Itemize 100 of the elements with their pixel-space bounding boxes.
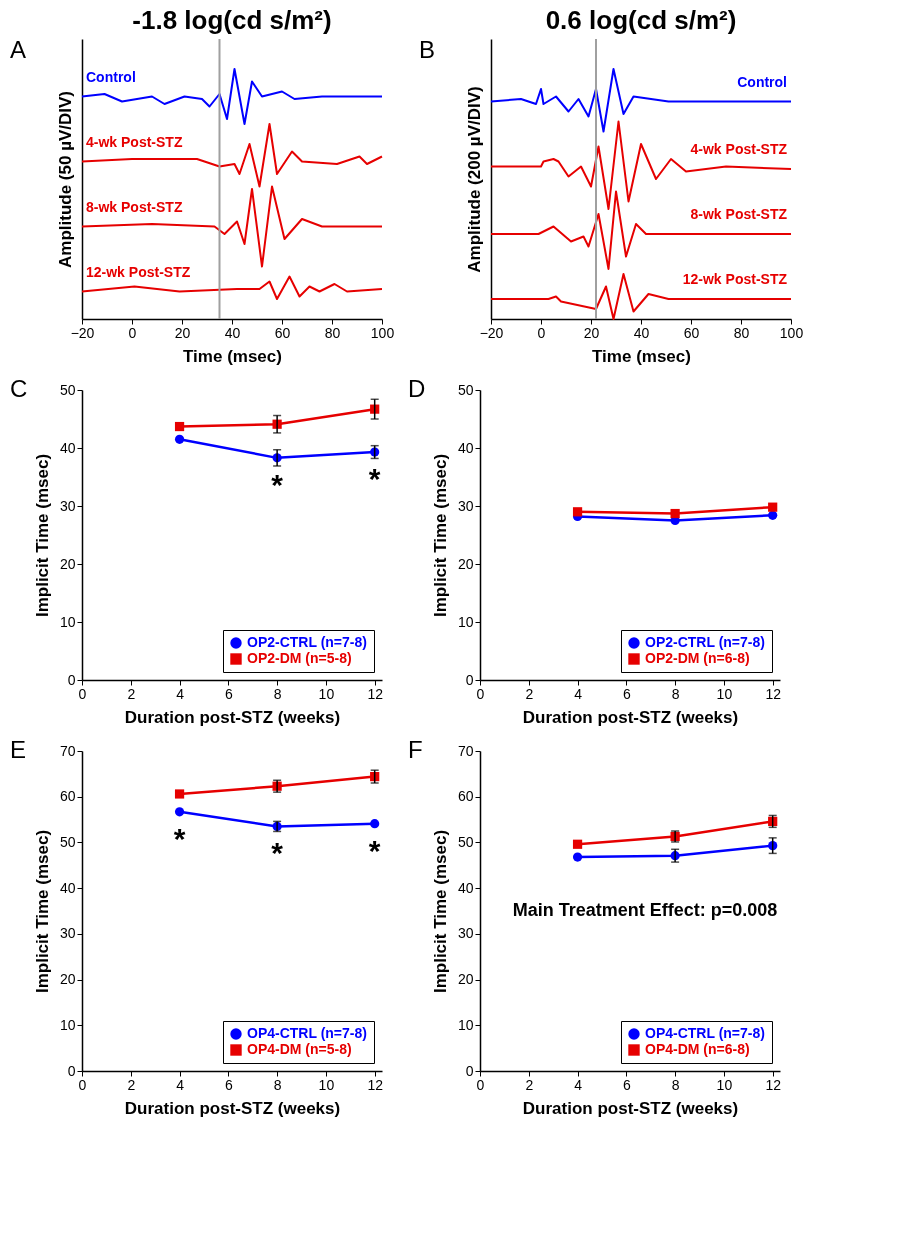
y-tick-label: 30: [457, 925, 474, 942]
x-tick-label: 10: [318, 685, 335, 702]
x-tick-label: 2: [127, 1076, 136, 1093]
y-tick-label: 40: [59, 879, 76, 896]
x-tick-label: 6: [622, 685, 631, 702]
point: [572, 852, 583, 862]
x-tick-label: 8: [273, 1076, 282, 1093]
x-tick-label: 2: [525, 1076, 534, 1093]
x-tick-label: 12: [765, 685, 782, 702]
y-tick-label: 50: [457, 833, 474, 850]
text: A: [10, 36, 27, 63]
x-tick-label: 2: [127, 685, 136, 702]
x-tick-label: 4: [176, 685, 185, 702]
y-axis-title: Implicit Time (msec): [32, 829, 52, 994]
y-tick-label: 30: [59, 925, 76, 942]
y-tick-label: 0: [67, 1062, 76, 1079]
legend-label: OP4-DM (n=6-8): [645, 1041, 750, 1057]
x-tick-label: 10: [716, 685, 733, 702]
text: F: [408, 736, 423, 763]
y-tick-label: 50: [59, 381, 76, 398]
x-tick-label: 12: [367, 685, 384, 702]
x-tick-label: 4: [176, 1076, 185, 1093]
x-tick-label: 0: [537, 324, 546, 341]
legend-label: OP2-CTRL (n=7-8): [645, 634, 765, 650]
y-tick-label: 30: [457, 497, 474, 514]
x-axis-title: Duration post-STZ (weeks): [124, 707, 341, 727]
y-tick-label: 20: [59, 971, 76, 988]
y-tick-label: 20: [457, 971, 474, 988]
x-axis-title: Time (msec): [592, 346, 691, 366]
x-tick-label: 8: [671, 1076, 680, 1093]
series-label: 8-wk Post-STZ: [86, 198, 183, 215]
chart-title: 0.6 log(cd s/m²): [545, 5, 737, 35]
x-tick-label: 4: [574, 685, 583, 702]
text: C: [10, 375, 28, 402]
y-tick-label: 50: [457, 381, 474, 398]
x-tick-label: 8: [671, 685, 680, 702]
point: [174, 807, 185, 817]
series-label: 4-wk Post-STZ: [690, 141, 788, 157]
legend-label: OP4-CTRL (n=7-8): [247, 1025, 367, 1041]
y-tick-label: 60: [457, 788, 474, 805]
x-tick-label: 12: [367, 1076, 384, 1093]
x-tick-label: 10: [318, 1076, 335, 1093]
series-label: 12-wk Post-STZ: [682, 271, 788, 287]
x-tick-label: 0: [476, 1076, 485, 1093]
x-tick-label: 6: [224, 1076, 233, 1093]
y-axis-title: Implicit Time (msec): [430, 829, 450, 994]
point: [572, 507, 583, 517]
x-tick-label: 40: [633, 324, 650, 341]
y-tick-label: 10: [457, 1016, 474, 1033]
series-label: 12-wk Post-STZ: [86, 263, 191, 280]
y-axis-title: Amplitude (50 µV/DIV): [55, 91, 75, 268]
legend-label: OP2-DM (n=6-8): [645, 650, 750, 666]
x-tick-label: 10: [716, 1076, 733, 1093]
x-tick-label: 4: [574, 1076, 583, 1093]
y-tick-label: 10: [59, 1016, 76, 1033]
text: E: [10, 736, 27, 763]
y-tick-label: 0: [465, 671, 474, 688]
x-tick-label: 60: [683, 324, 700, 341]
y-tick-label: 0: [465, 1062, 474, 1079]
point: [174, 434, 185, 444]
legend-label: OP4-CTRL (n=7-8): [645, 1025, 765, 1041]
point: [768, 502, 778, 512]
y-axis-title: Implicit Time (msec): [32, 453, 52, 618]
x-tick-label: 8: [273, 685, 282, 702]
y-axis-title: Implicit Time (msec): [430, 453, 450, 618]
y-tick-label: 70: [457, 742, 474, 759]
series-label: 8-wk Post-STZ: [690, 206, 788, 222]
x-tick-label: 0: [128, 324, 137, 341]
series-label: Control: [737, 73, 787, 90]
annotation: *: [173, 821, 186, 855]
y-tick-label: 70: [59, 742, 76, 759]
x-tick-label: 100: [370, 324, 395, 341]
y-tick-label: 50: [59, 833, 76, 850]
x-tick-label: 0: [78, 1076, 87, 1093]
point: [174, 421, 185, 432]
annotation: *: [368, 833, 381, 867]
point: [174, 789, 185, 799]
annotation: *: [271, 467, 284, 501]
x-tick-label: 80: [324, 324, 341, 341]
x-axis-title: Time (msec): [183, 346, 282, 366]
y-tick-label: 0: [67, 671, 76, 688]
legend-label: OP4-DM (n=5-8): [247, 1041, 352, 1057]
legend-label: OP2-DM (n=5-8): [247, 650, 352, 666]
x-axis-title: Duration post-STZ (weeks): [522, 707, 739, 727]
annotation: Main Treatment Effect: p=0.008: [512, 900, 778, 920]
chart-title: -1.8 log(cd s/m²): [132, 5, 332, 35]
annotation: *: [368, 462, 381, 496]
y-tick-label: 10: [59, 613, 76, 630]
x-tick-label: 80: [733, 324, 750, 341]
x-tick-label: −20: [70, 324, 95, 341]
x-tick-label: 0: [78, 685, 87, 702]
x-tick-label: 2: [525, 685, 534, 702]
x-tick-label: 6: [224, 685, 233, 702]
x-tick-label: 40: [224, 324, 241, 341]
y-tick-label: 40: [457, 439, 474, 456]
y-tick-label: 20: [457, 555, 474, 572]
x-tick-label: 12: [765, 1076, 782, 1093]
legend-label: OP2-CTRL (n=7-8): [247, 634, 367, 650]
series-label: Control: [86, 68, 136, 85]
annotation: *: [271, 836, 284, 870]
